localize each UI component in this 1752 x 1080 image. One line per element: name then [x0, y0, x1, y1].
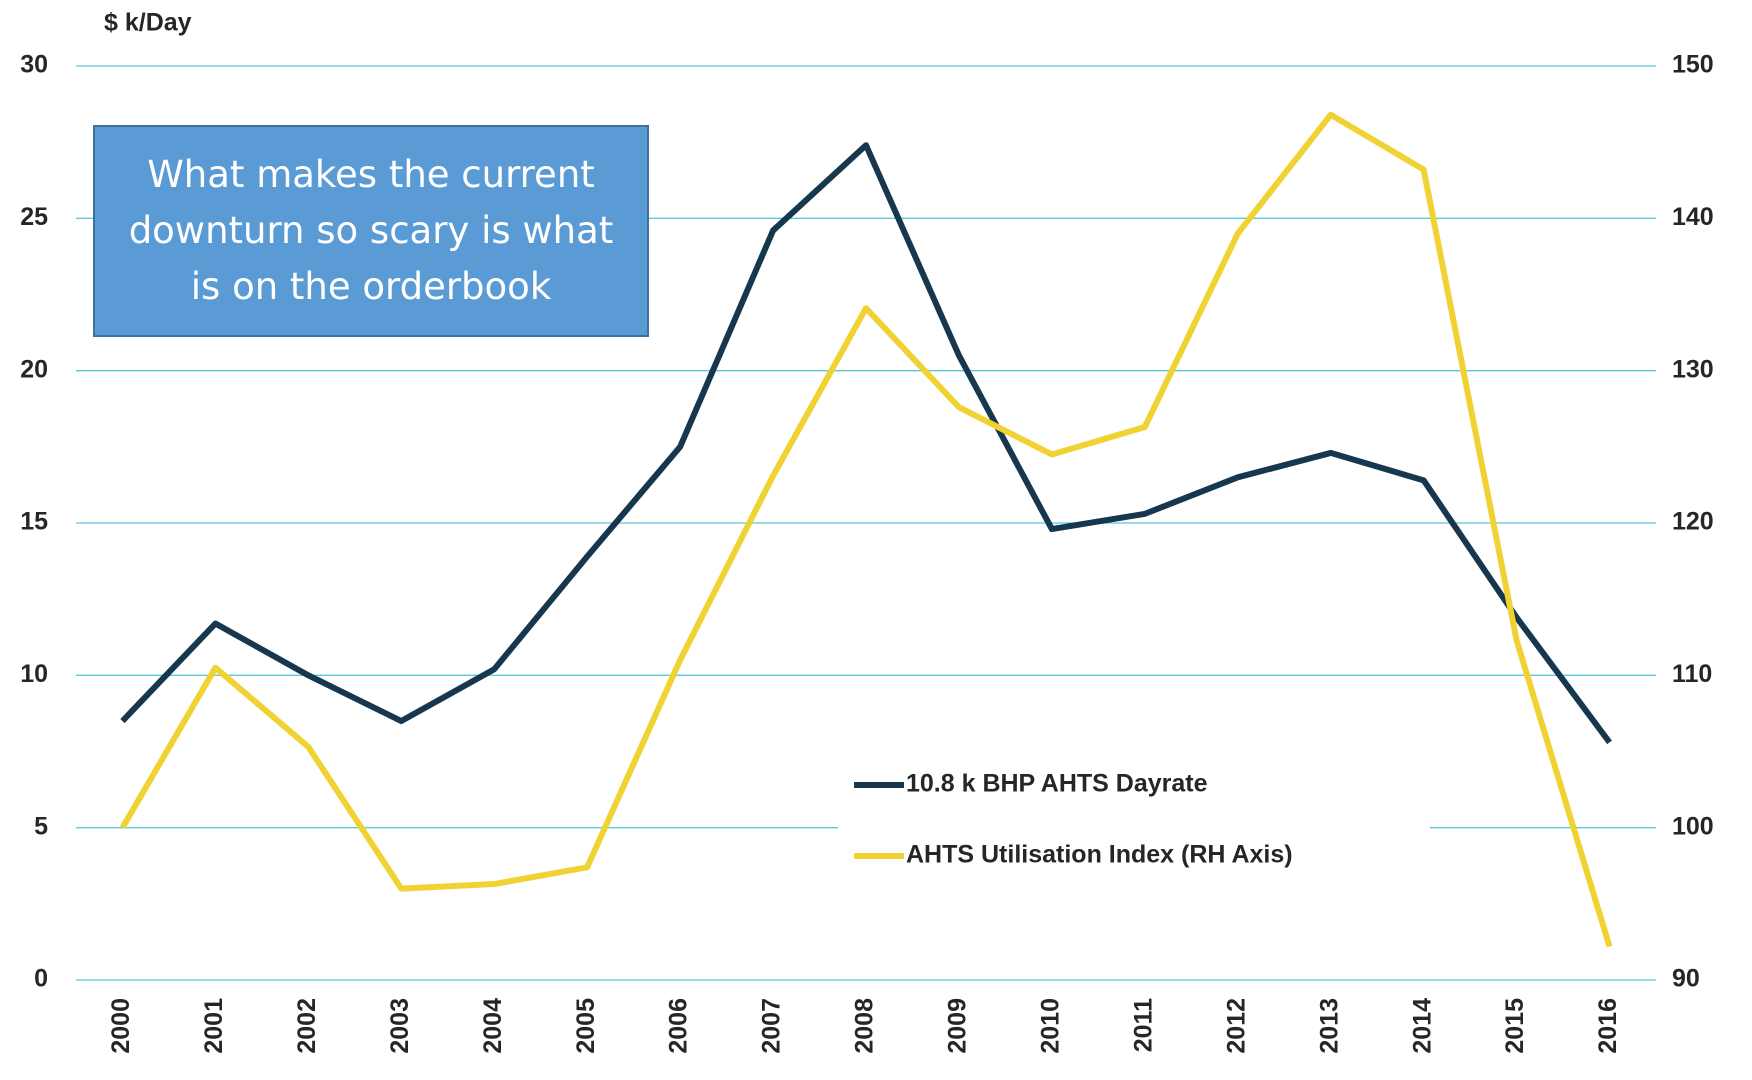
y2-tick-label: 90: [1672, 965, 1700, 993]
x-tick-label: 2001: [200, 998, 228, 1054]
x-tick-label: 2015: [1501, 998, 1529, 1054]
x-tick-label: 2012: [1222, 998, 1250, 1054]
y-tick-label: 30: [20, 51, 48, 79]
y2-tick-label: 130: [1672, 355, 1714, 383]
legend-background: [838, 750, 1430, 890]
y2-tick-label: 120: [1672, 508, 1714, 536]
x-tick-label: 2010: [1036, 998, 1064, 1054]
x-tick-label: 2002: [293, 998, 321, 1054]
legend-label: 10.8 k BHP AHTS Dayrate: [906, 770, 1208, 798]
y-tick-label: 20: [20, 355, 48, 383]
x-tick-label: 2000: [107, 998, 135, 1054]
legend-label: AHTS Utilisation Index (RH Axis): [906, 841, 1293, 869]
annotation: What makes the current downturn so scary…: [93, 125, 649, 337]
x-tick-label: 2004: [479, 998, 507, 1054]
y-tick-label: 15: [20, 508, 48, 536]
x-tick-label: 2009: [944, 998, 972, 1054]
series-line: [120, 142, 1612, 745]
x-tick-label: 2013: [1315, 998, 1343, 1054]
y2-tick-label: 140: [1672, 203, 1714, 231]
y-axis-label: $ k/Day: [104, 9, 192, 37]
x-tick-label: 2003: [386, 998, 414, 1054]
x-tick-label: 2011: [1129, 998, 1157, 1052]
y-tick-label: 25: [20, 203, 48, 231]
y-tick-label: 0: [34, 965, 48, 993]
series-line: [119, 111, 1613, 948]
y-tick-label: 5: [34, 812, 48, 840]
y2-tick-label: 100: [1672, 812, 1714, 840]
x-tick-label: 2008: [851, 998, 879, 1054]
x-tick-label: 2006: [665, 998, 693, 1054]
x-tick-label: 2005: [572, 998, 600, 1054]
y2-tick-label: 110: [1672, 660, 1712, 688]
x-tick-label: 2016: [1594, 998, 1622, 1054]
y-tick-label: 10: [20, 660, 48, 688]
y2-tick-label: 150: [1672, 51, 1714, 79]
x-tick-label: 2007: [758, 998, 786, 1054]
x-tick-label: 2014: [1408, 998, 1436, 1054]
